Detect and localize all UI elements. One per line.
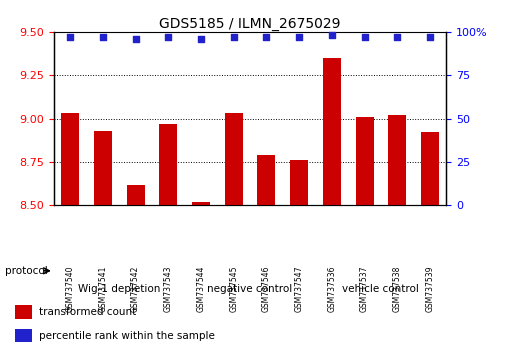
Bar xyxy=(323,58,341,205)
Point xyxy=(66,34,74,40)
Text: GSM737544: GSM737544 xyxy=(196,265,206,312)
Bar xyxy=(290,160,308,205)
Point xyxy=(131,36,140,42)
Bar xyxy=(356,117,373,205)
Bar xyxy=(61,113,79,205)
Point xyxy=(393,34,401,40)
Text: GSM737543: GSM737543 xyxy=(164,265,173,312)
Text: vehicle control: vehicle control xyxy=(343,284,419,293)
Point xyxy=(328,33,336,38)
Point xyxy=(426,34,434,40)
Bar xyxy=(15,305,32,319)
Bar xyxy=(127,184,145,205)
Bar xyxy=(388,115,406,205)
Bar xyxy=(421,132,439,205)
Text: Wig-1 depletion: Wig-1 depletion xyxy=(78,284,161,293)
Title: GDS5185 / ILMN_2675029: GDS5185 / ILMN_2675029 xyxy=(160,17,341,31)
Text: GSM737542: GSM737542 xyxy=(131,265,140,312)
Point xyxy=(164,34,172,40)
Bar xyxy=(94,131,112,205)
Point xyxy=(99,34,107,40)
Text: GSM737547: GSM737547 xyxy=(294,265,304,312)
Point xyxy=(295,34,303,40)
Point xyxy=(262,34,270,40)
Text: GSM737539: GSM737539 xyxy=(425,265,435,312)
Text: percentile rank within the sample: percentile rank within the sample xyxy=(39,331,215,341)
Point xyxy=(197,36,205,42)
Text: GSM737541: GSM737541 xyxy=(98,265,107,312)
Text: GSM737540: GSM737540 xyxy=(66,265,75,312)
Text: GSM737546: GSM737546 xyxy=(262,265,271,312)
Text: GSM737538: GSM737538 xyxy=(393,265,402,312)
Bar xyxy=(15,329,32,343)
Text: protocol: protocol xyxy=(5,266,48,276)
Text: GSM737536: GSM737536 xyxy=(327,265,337,312)
Bar xyxy=(225,113,243,205)
Bar xyxy=(160,124,177,205)
Bar xyxy=(192,202,210,205)
Text: negative control: negative control xyxy=(207,284,293,293)
Text: GSM737545: GSM737545 xyxy=(229,265,238,312)
Text: GSM737537: GSM737537 xyxy=(360,265,369,312)
Text: transformed count: transformed count xyxy=(39,307,136,317)
Bar xyxy=(258,155,275,205)
Point xyxy=(230,34,238,40)
Point xyxy=(361,34,369,40)
